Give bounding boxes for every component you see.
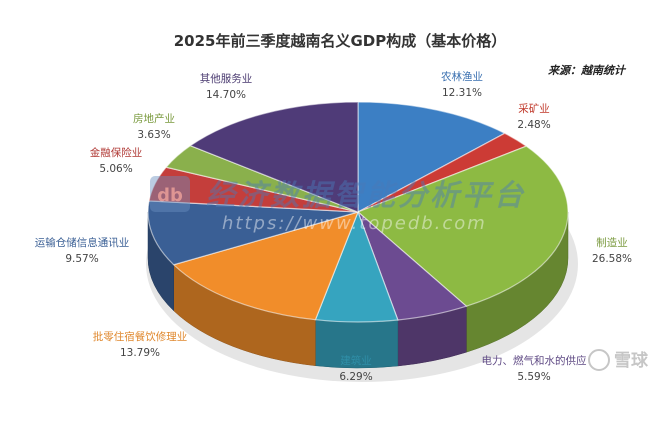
slice-label-8: 房地产业 [133, 112, 175, 125]
corner-watermark-text: 雪球 [614, 351, 649, 371]
pie-slice-0 [357, 101, 507, 214]
watermark-url: https://www.topedb.com [222, 213, 487, 234]
slice-labels: 农林渔业 12.31% 采矿业 2.48% 制造业 26.58% 电力、燃气和水的供应 5.5… [35, 70, 632, 383]
slice-label-3: 电力、燃气和水的供应 [482, 354, 587, 367]
slice-value-6: 9.57% [65, 253, 98, 265]
chart-source: 来源：越南统计 [548, 64, 625, 77]
pie-slice-2 [356, 145, 569, 307]
slice-label-4: 建筑业 [340, 354, 372, 367]
slice-label-0: 农林渔业 [441, 70, 483, 83]
watermark-badge [150, 176, 190, 212]
slice-label-9: 其他服务业 [200, 72, 253, 85]
slice-label-6: 运输仓储信息通讯业 [35, 236, 130, 249]
corner-watermark: 雪球 [588, 349, 649, 371]
slice-value-7: 5.06% [99, 163, 132, 175]
pie-slices [147, 101, 569, 323]
slice-label-1: 采矿业 [518, 102, 550, 115]
slice-value-2: 26.58% [592, 253, 632, 265]
pie-slice-5 [172, 211, 360, 321]
watermark-badge-text: db [157, 185, 183, 206]
slice-value-8: 3.63% [137, 129, 170, 141]
pie-slice-6 [147, 200, 359, 266]
corner-watermark-icon [588, 349, 610, 371]
watermark-text: 经济数据智能分析平台 [206, 178, 526, 212]
slice-label-7: 金融保险业 [90, 146, 143, 159]
slice-value-0: 12.31% [442, 87, 482, 99]
slice-value-9: 14.70% [206, 89, 246, 101]
slice-value-5: 13.79% [120, 347, 160, 359]
slice-value-1: 2.48% [517, 119, 550, 131]
slice-label-2: 制造业 [596, 236, 628, 249]
slice-label-5: 批零住宿餐饮修理业 [93, 330, 188, 343]
pie-slice-9 [189, 101, 359, 213]
chart-title: 2025年前三季度越南名义GDP构成（基本价格） [173, 32, 507, 50]
slice-value-3: 5.59% [517, 371, 550, 383]
slice-value-4: 6.29% [339, 371, 372, 383]
